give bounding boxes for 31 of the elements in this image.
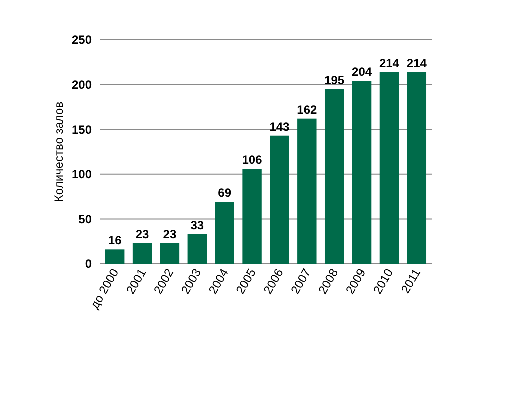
bar [160,243,180,264]
bar [380,72,400,264]
data-label: 69 [218,186,232,200]
y-tick-label: 100 [72,168,92,182]
data-label: 214 [379,56,400,70]
bar [132,243,152,264]
data-label: 106 [242,153,263,168]
bar [352,81,372,264]
data-label: 16 [108,234,122,248]
y-tick-label: 150 [72,122,92,137]
data-label: 33 [190,218,204,232]
data-label: 23 [163,227,177,242]
data-label: 214 [406,56,428,70]
y-tick-label: 50 [78,212,92,226]
y-tick-label: 0 [85,257,92,272]
bar [242,169,262,264]
data-label: 23 [136,227,150,242]
y-axis-title: Количество залов [52,102,66,202]
bar [270,136,290,264]
bar [215,202,234,264]
bar [105,250,125,264]
data-label: 195 [324,73,345,88]
data-label: 143 [270,120,290,134]
y-tick-label: 250 [72,33,92,48]
y-tick-label: 200 [72,78,92,92]
bar [298,118,317,264]
bar [407,72,427,264]
bar [188,234,208,264]
data-label: 162 [297,102,318,117]
bar [324,89,344,264]
data-label: 204 [352,65,372,80]
